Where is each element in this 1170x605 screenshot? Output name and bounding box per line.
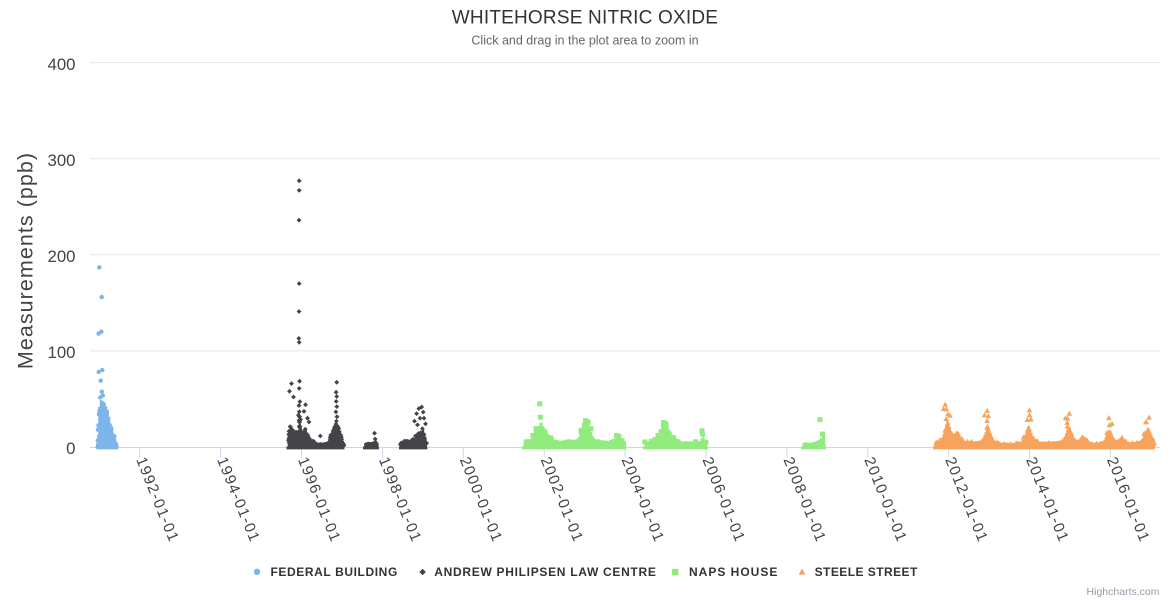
- svg-text:Highcharts.com: Highcharts.com: [1087, 586, 1160, 598]
- svg-text:Click and drag in the plot are: Click and drag in the plot area to zoom …: [471, 34, 698, 48]
- svg-text:0: 0: [66, 439, 75, 458]
- svg-text:FEDERAL BUILDING: FEDERAL BUILDING: [271, 565, 398, 579]
- svg-text:Measurements (ppb): Measurements (ppb): [13, 152, 37, 369]
- svg-text:300: 300: [48, 151, 76, 170]
- svg-text:ANDREW PHILIPSEN LAW CENTRE: ANDREW PHILIPSEN LAW CENTRE: [434, 565, 656, 579]
- svg-text:100: 100: [48, 343, 76, 362]
- svg-text:200: 200: [48, 247, 76, 266]
- svg-text:STEELE STREET: STEELE STREET: [815, 565, 918, 579]
- svg-text:400: 400: [48, 55, 76, 74]
- svg-text:WHITEHORSE NITRIC OXIDE: WHITEHORSE NITRIC OXIDE: [452, 8, 718, 29]
- svg-text:NAPS HOUSE: NAPS HOUSE: [689, 565, 778, 579]
